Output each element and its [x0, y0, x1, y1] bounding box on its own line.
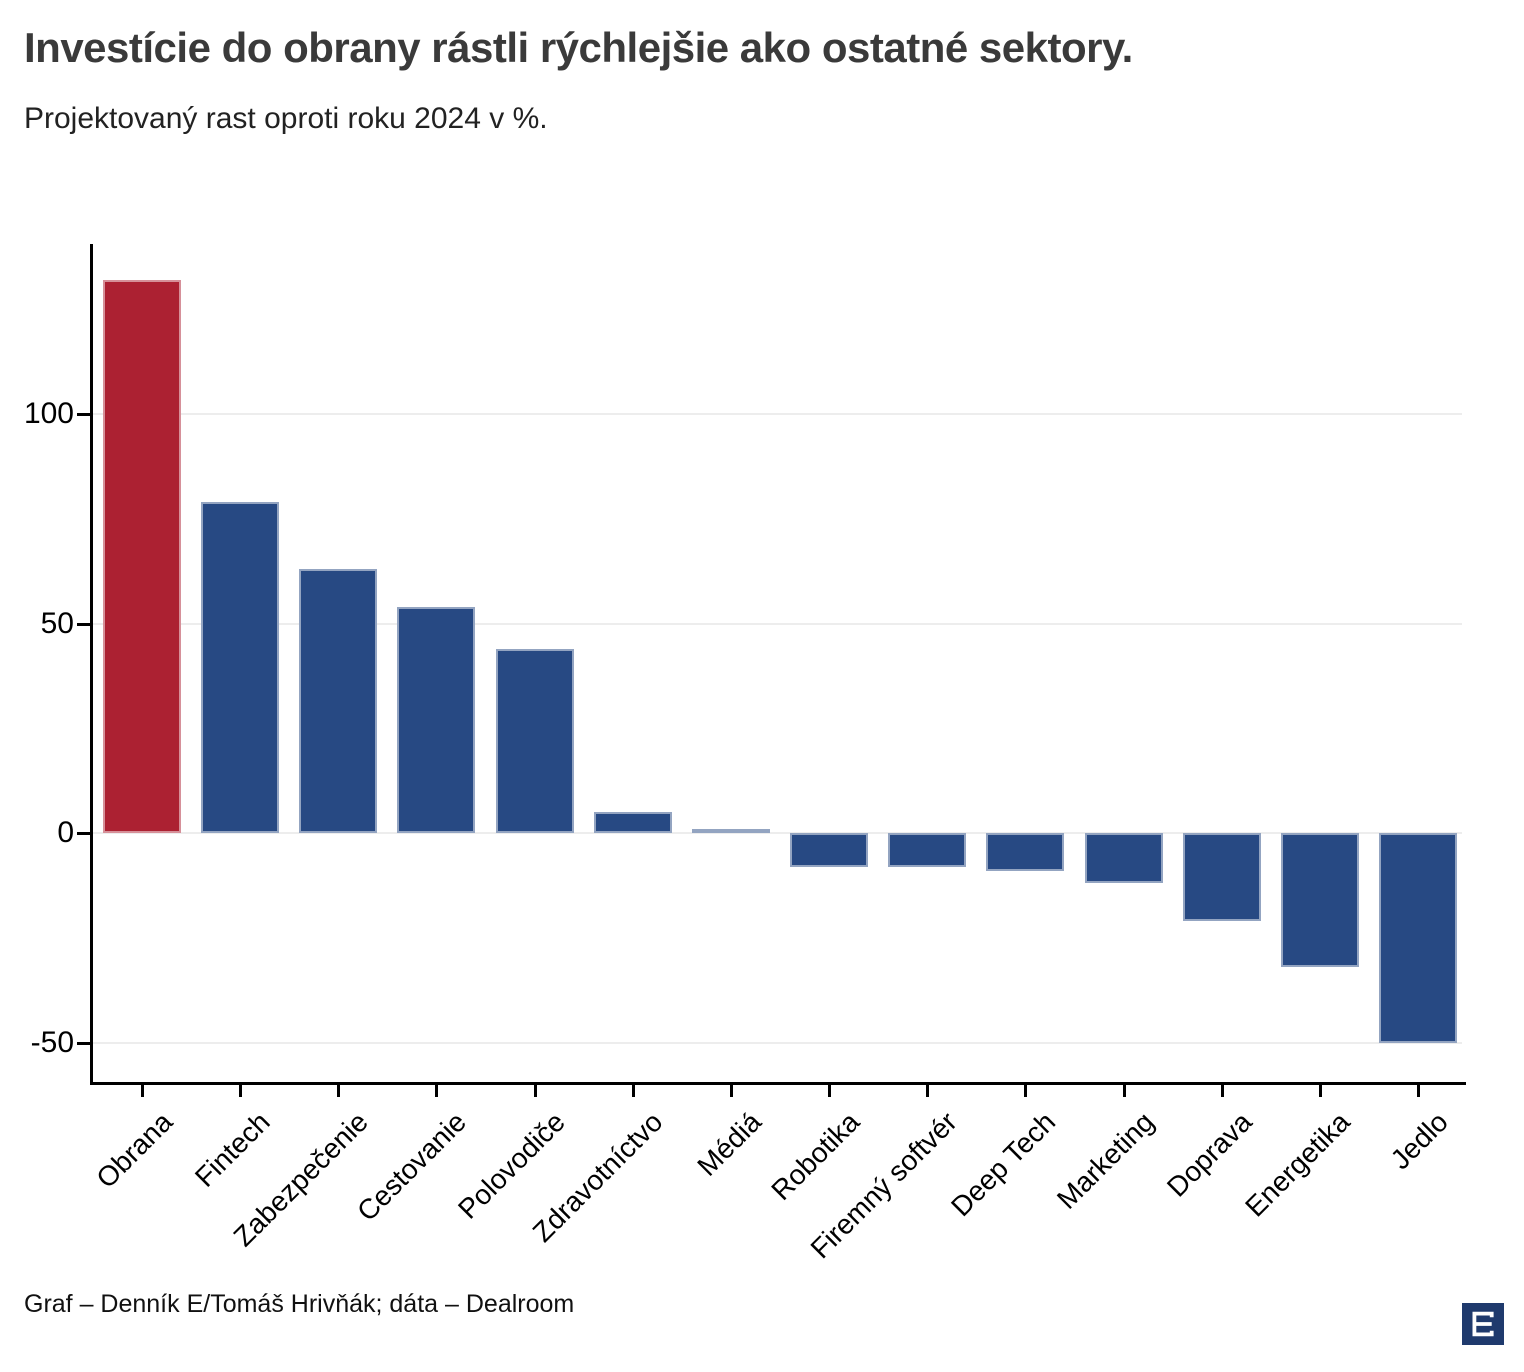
- bar-marketing: [1084, 833, 1163, 884]
- x-tick-robotika: [828, 1085, 832, 1097]
- gridline-100: [92, 413, 1462, 415]
- x-tick-label-fintech: Fintech: [189, 1106, 277, 1193]
- x-tick-label-deep-tech: Deep Tech: [945, 1106, 1062, 1223]
- bar-obrana: [103, 279, 181, 833]
- bar-doprava: [1182, 833, 1261, 921]
- y-tick-label-100: 100: [23, 397, 74, 430]
- y-tick-0: [77, 832, 90, 835]
- x-tick-label-jedlo: Jedlo: [1384, 1106, 1454, 1176]
- x-tick-obrana: [141, 1085, 144, 1097]
- x-tick-zdravotnictvo: [631, 1085, 635, 1097]
- bar-polovodice: [495, 648, 574, 833]
- x-tick-label-media: Médiá: [690, 1106, 767, 1182]
- bar-cestovanie: [397, 606, 476, 833]
- x-axis-line: [90, 1082, 1466, 1085]
- gridline--50: [92, 1041, 1462, 1044]
- bar-robotika: [790, 833, 869, 867]
- x-tick-label-marketing: Marketing: [1050, 1106, 1160, 1215]
- x-tick-label-robotika: Robotika: [764, 1106, 865, 1207]
- bar-deep-tech: [986, 833, 1065, 871]
- x-tick-jedlo: [1416, 1085, 1420, 1097]
- x-tick-deep-tech: [1024, 1085, 1028, 1097]
- bar-zabezpecenie: [299, 569, 378, 833]
- logo-e-glyph: [1472, 1311, 1494, 1337]
- bar-firemny-softver: [888, 833, 967, 867]
- bar-energetika: [1280, 833, 1359, 968]
- gridline-0: [92, 832, 1462, 834]
- x-tick-energetika: [1318, 1085, 1322, 1097]
- y-axis-line: [90, 244, 93, 1085]
- y-tick-50: [77, 622, 90, 626]
- y-tick-label--50: -50: [30, 1025, 74, 1059]
- x-tick-polovodice: [533, 1085, 537, 1097]
- y-tick--50: [77, 1041, 90, 1045]
- x-tick-firemny-softver: [926, 1085, 930, 1097]
- x-tick-cestovanie: [435, 1085, 439, 1097]
- y-tick-100: [77, 413, 90, 416]
- y-tick-label-50: 50: [40, 606, 74, 640]
- x-tick-fintech: [239, 1085, 243, 1097]
- x-tick-label-doprava: Doprava: [1160, 1106, 1258, 1203]
- bar-fintech: [201, 501, 280, 833]
- x-tick-zabezpecenie: [337, 1085, 341, 1097]
- gridline-50: [92, 622, 1462, 625]
- y-tick-label-0: 0: [57, 816, 74, 849]
- x-tick-marketing: [1122, 1085, 1126, 1097]
- chart-subtitle: Projektovaný rast oproti roku 2024 v %.: [24, 102, 548, 135]
- x-tick-label-energetika: Energetika: [1239, 1106, 1356, 1223]
- bar-zdravotnictvo: [593, 812, 672, 833]
- bar-media: [691, 828, 770, 833]
- dennik-e-logo: [1462, 1303, 1504, 1345]
- x-tick-label-obrana: Obrana: [89, 1106, 178, 1194]
- bar-jedlo: [1378, 833, 1457, 1043]
- chart-credit: Graf – Denník E/Tomáš Hrivňák; dáta – De…: [24, 1290, 575, 1318]
- chart-title: Investície do obrany rástli rýchlejšie a…: [24, 24, 1133, 71]
- x-tick-media: [729, 1085, 733, 1097]
- x-tick-doprava: [1220, 1085, 1224, 1097]
